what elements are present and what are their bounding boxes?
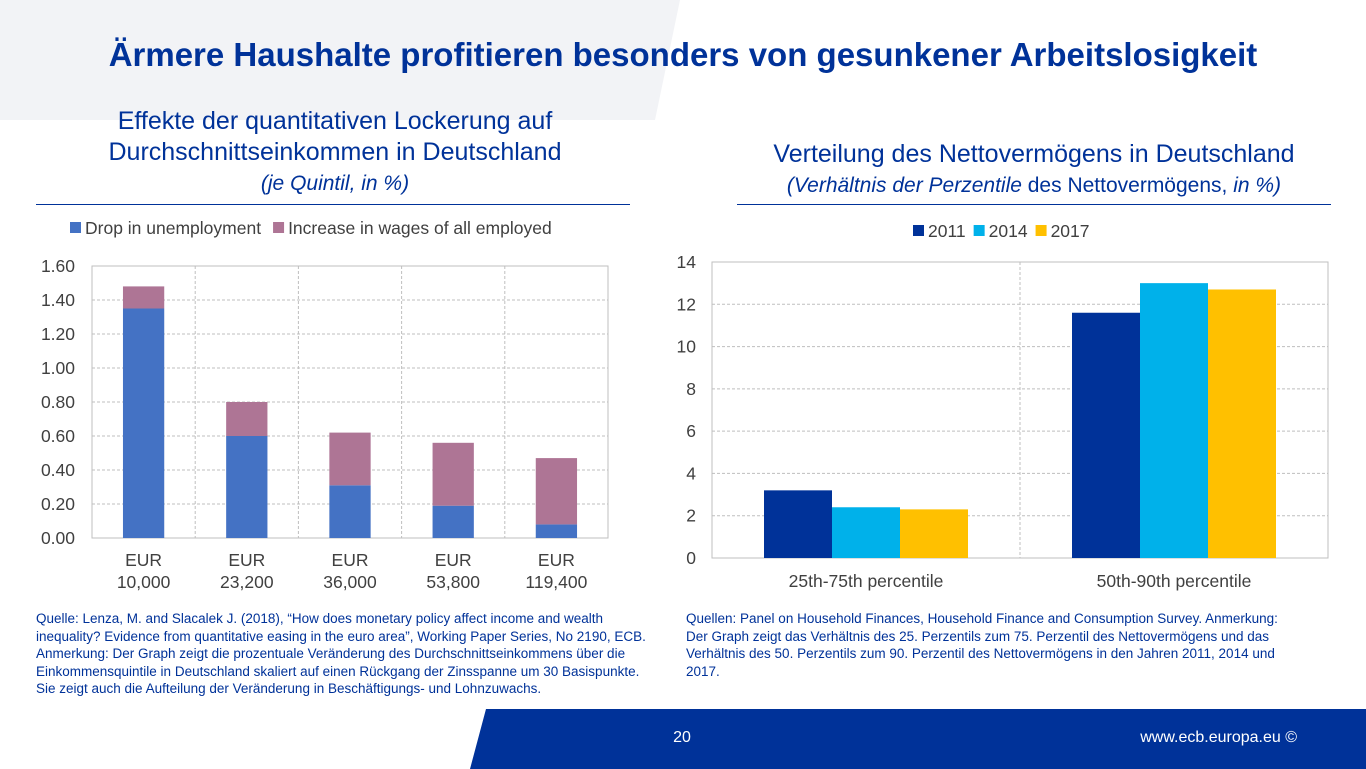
x-tick-label: 53,800 — [426, 572, 480, 592]
legend-swatch-1 — [70, 222, 81, 233]
bar — [1072, 312, 1140, 558]
right-chart-title-text: Verteilung des Nettovermögens in Deutsch… — [773, 140, 1295, 168]
y-tick-label: 12 — [677, 294, 696, 314]
left-chart-subtitle: (je Quintil, in %) — [260, 172, 410, 195]
right-chart-title: Verteilung des Nettovermögens in Deutsch… — [736, 139, 1332, 201]
x-tick-label: EUR — [435, 550, 472, 570]
y-tick-label: 1.00 — [41, 358, 75, 378]
y-tick-label: 0 — [686, 548, 696, 568]
bar-segment — [535, 524, 578, 538]
left-chart-title-line1: Effekte der quantitativen Lockerung auf — [117, 107, 553, 135]
bar-segment — [122, 286, 165, 309]
x-tick-label: 10,000 — [117, 572, 171, 592]
bar — [764, 490, 832, 558]
bar-segment — [329, 485, 371, 538]
bar-segment — [226, 402, 268, 436]
y-tick-label: 10 — [677, 337, 697, 357]
x-tick-label: 50th-90th percentile — [1097, 571, 1252, 591]
y-tick-label: 2 — [686, 506, 696, 526]
bar-segment — [535, 458, 578, 525]
legend-swatch-2 — [273, 222, 285, 233]
bar-segment — [329, 432, 371, 486]
y-tick-label: 1.40 — [41, 290, 75, 310]
y-tick-label: 0.60 — [41, 426, 75, 446]
bar-segment — [432, 442, 474, 506]
bar-segment — [226, 436, 268, 538]
bar — [1208, 289, 1276, 558]
left-chart-title: Effekte der quantitativen Lockerung auf … — [40, 106, 630, 199]
x-tick-label: 23,200 — [220, 572, 274, 592]
right-source-note: Quellen: Panel on Household Finances, Ho… — [686, 611, 1278, 679]
bar — [1140, 283, 1208, 558]
footer-bar — [470, 709, 1366, 769]
x-tick-label: 25th-75th percentile — [789, 571, 944, 591]
legend-swatch-3 — [1035, 225, 1047, 236]
right-subtitle-italic-1: (Verhältnis der Perzentile — [786, 174, 1022, 197]
bar-segment — [432, 505, 474, 538]
y-tick-label: 4 — [686, 463, 696, 483]
page-title: Ärmere Haushalte profitieren besonders v… — [108, 36, 1258, 73]
x-tick-label: 119,400 — [525, 572, 587, 592]
right-grouped-bar-chart: 2011 2014 2017 0 2 4 6 8 10 12 14 25th-75th percent… — [677, 221, 1329, 591]
left-stacked-bar-chart: Drop in unemployment Increase in wages of… — [41, 218, 609, 592]
legend-label-3: 2017 — [1051, 221, 1090, 241]
x-tick-label: EUR — [228, 550, 265, 570]
y-tick-label: 0.80 — [41, 392, 75, 412]
legend-label-2: 2014 — [989, 221, 1028, 241]
left-title-rule — [36, 204, 630, 205]
left-chart-title-line2: Durchschnittseinkommen in Deutschland — [108, 138, 562, 166]
legend-label-1: Drop in unemployment — [85, 218, 261, 238]
x-tick-label: 36,000 — [323, 572, 377, 592]
y-tick-label: 8 — [686, 379, 696, 399]
y-tick-label: 0.00 — [41, 528, 75, 548]
legend-label-2: Increase in wages of all employed — [288, 218, 552, 238]
x-tick-label: EUR — [538, 550, 575, 570]
y-tick-label: 14 — [677, 252, 697, 272]
page-number: 20 — [673, 729, 691, 746]
site-url: www.ecb.europa.eu © — [1140, 729, 1297, 746]
right-subtitle-italic-2: in %) — [1233, 174, 1282, 197]
left-source-note: Quelle: Lenza, M. and Slacalek J. (2018)… — [36, 611, 646, 696]
right-chart-subtitle: (Verhältnis der Perzentile des Nettoverm… — [736, 170, 1332, 201]
bar — [900, 509, 968, 558]
x-tick-label: EUR — [125, 550, 162, 570]
right-title-rule — [737, 204, 1331, 205]
x-tick-label: EUR — [332, 550, 369, 570]
y-tick-label: 0.20 — [41, 494, 75, 514]
bar-segment — [122, 308, 165, 538]
legend-swatch-1 — [913, 225, 924, 236]
legend-label-1: 2011 — [928, 221, 966, 241]
y-tick-label: 1.60 — [41, 256, 75, 276]
bar — [832, 507, 900, 558]
y-tick-label: 6 — [686, 421, 696, 441]
y-tick-label: 1.20 — [41, 324, 75, 344]
legend-swatch-2 — [973, 225, 985, 236]
y-tick-label: 0.40 — [41, 460, 75, 480]
background-decoration — [0, 0, 680, 120]
right-subtitle-normal: des Nettovermögens, — [1021, 174, 1234, 197]
